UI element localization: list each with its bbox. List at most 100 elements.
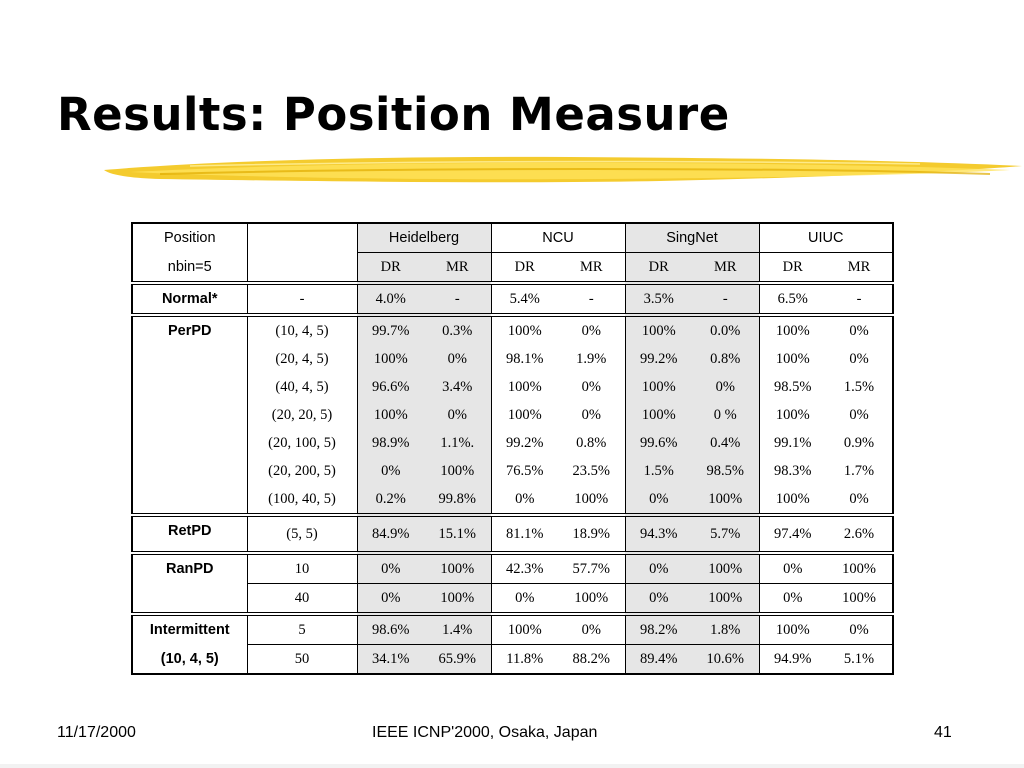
footer-divider [0, 764, 1024, 768]
value-cell: 1.4% [424, 612, 492, 645]
value-cell: 0% [356, 583, 424, 614]
value-cell: 0.2% [356, 485, 424, 515]
value-cell: 0.0% [692, 313, 760, 345]
value-cell: 4.0% [356, 281, 424, 315]
value-cell: 100% [692, 551, 760, 584]
value-cell: 100% [490, 401, 558, 429]
value-cell: 5.4% [490, 281, 558, 315]
value-cell: 57.7% [558, 551, 626, 584]
value-cell: 5.1% [826, 644, 894, 674]
value-cell: - [692, 281, 760, 315]
table-row-perpd: (100, 40, 5) 0.2% 99.8% 0% 100% 0% 100% … [132, 485, 894, 515]
table-row-perpd: (20, 200, 5) 0% 100% 76.5% 23.5% 1.5% 98… [132, 457, 894, 485]
value-cell: 0% [692, 373, 760, 401]
row-label-perpd: PerPD [131, 313, 248, 515]
value-cell: 1.5% [624, 457, 692, 485]
position-header: Position [131, 223, 248, 253]
value-cell: 5.7% [692, 513, 760, 553]
value-cell: 94.9% [758, 644, 826, 674]
value-cell: 100% [490, 313, 558, 345]
value-cell: 0.4% [692, 429, 760, 457]
row-label-intermittent-params: (10, 4, 5) [131, 644, 248, 674]
value-cell: 0% [624, 485, 692, 515]
value-cell: 42.3% [490, 551, 558, 584]
site-header-ncu: NCU [490, 223, 626, 253]
value-cell: 0% [558, 401, 626, 429]
value-cell: 100% [758, 313, 826, 345]
value-cell: 99.6% [624, 429, 692, 457]
site-header-uiuc: UIUC [758, 223, 894, 253]
value-cell: 100% [758, 345, 826, 373]
value-cell: 100% [692, 485, 760, 515]
value-cell: 97.4% [758, 513, 826, 553]
value-cell: 0.3% [424, 313, 492, 345]
value-cell: 100% [624, 401, 692, 429]
value-cell: 0% [758, 583, 826, 614]
value-cell: 99.2% [490, 429, 558, 457]
subheader-dr: DR [490, 252, 558, 283]
value-cell: 81.1% [490, 513, 558, 553]
value-cell: 100% [826, 551, 894, 584]
footer-page-number: 41 [934, 724, 952, 741]
value-cell: 0% [624, 551, 692, 584]
value-cell: 0% [624, 583, 692, 614]
value-cell: 98.5% [758, 373, 826, 401]
results-table: Position Heidelberg NCU SingNet UIUC nbi… [131, 222, 894, 675]
value-cell: 3.4% [424, 373, 492, 401]
row-label-ranpd: RanPD [131, 551, 248, 614]
table-row-ranpd: 40 0% 100% 0% 100% 0% 100% 0% 100% [132, 583, 894, 614]
value-cell: 100% [826, 583, 894, 614]
subheader-dr: DR [356, 252, 424, 283]
value-cell: 100% [624, 373, 692, 401]
subheader-mr: MR [826, 252, 894, 283]
table-row-retpd: RetPD (5, 5) 84.9% 15.1% 81.1% 18.9% 94.… [131, 513, 894, 553]
value-cell: 100% [424, 457, 492, 485]
value-cell: 100% [490, 612, 558, 645]
value-cell: 2.6% [826, 513, 894, 553]
value-cell: 100% [424, 583, 492, 614]
value-cell: 99.2% [624, 345, 692, 373]
value-cell: 0% [826, 345, 894, 373]
value-cell: - [424, 281, 492, 315]
table-row-perpd: (40, 4, 5) 96.6% 3.4% 100% 0% 100% 0% 98… [132, 373, 894, 401]
param-cell: - [246, 281, 358, 315]
value-cell: 100% [758, 401, 826, 429]
value-cell: 0% [558, 313, 626, 345]
value-cell: 100% [624, 313, 692, 345]
table-row-intermittent: Intermittent 5 98.6% 1.4% 100% 0% 98.2% … [131, 612, 894, 645]
value-cell: 99.1% [758, 429, 826, 457]
value-cell: 0.8% [558, 429, 626, 457]
value-cell: 0% [490, 485, 558, 515]
table-row-normal: Normal* - 4.0% - 5.4% - 3.5% - 6.5% - [131, 281, 894, 315]
value-cell: 99.8% [424, 485, 492, 515]
param-cell: 10 [246, 551, 358, 584]
value-cell: 6.5% [758, 281, 826, 315]
value-cell: 0.8% [692, 345, 760, 373]
header-row-sites: Position Heidelberg NCU SingNet UIUC [131, 223, 894, 283]
value-cell: - [826, 281, 894, 315]
value-cell: 76.5% [490, 457, 558, 485]
param-cell: 40 [246, 583, 358, 614]
subheader-mr: MR [558, 252, 626, 283]
value-cell: 0% [356, 551, 424, 584]
value-cell: 15.1% [424, 513, 492, 553]
value-cell: 0% [758, 551, 826, 584]
param-cell: 5 [246, 612, 358, 645]
yellow-highlight-stroke [104, 156, 1022, 183]
value-cell: 10.6% [692, 644, 760, 674]
value-cell: 100% [356, 345, 424, 373]
subheader-dr: DR [758, 252, 826, 283]
subheader-mr: MR [692, 252, 760, 283]
value-cell: 0% [826, 485, 894, 515]
site-header-singnet: SingNet [624, 223, 760, 253]
header-row-subcols: nbin=5 DR MR DR MR DR MR DR MR [131, 252, 894, 283]
value-cell: 0% [558, 373, 626, 401]
value-cell: 3.5% [624, 281, 692, 315]
value-cell: 1.8% [692, 612, 760, 645]
footer-conference: IEEE ICNP'2000, Osaka, Japan [372, 724, 598, 741]
value-cell: 0% [424, 401, 492, 429]
table-row-intermittent: (10, 4, 5) 50 34.1% 65.9% 11.8% 88.2% 89… [131, 644, 894, 674]
value-cell: 94.3% [624, 513, 692, 553]
value-cell: 100% [758, 485, 826, 515]
value-cell: 18.9% [558, 513, 626, 553]
